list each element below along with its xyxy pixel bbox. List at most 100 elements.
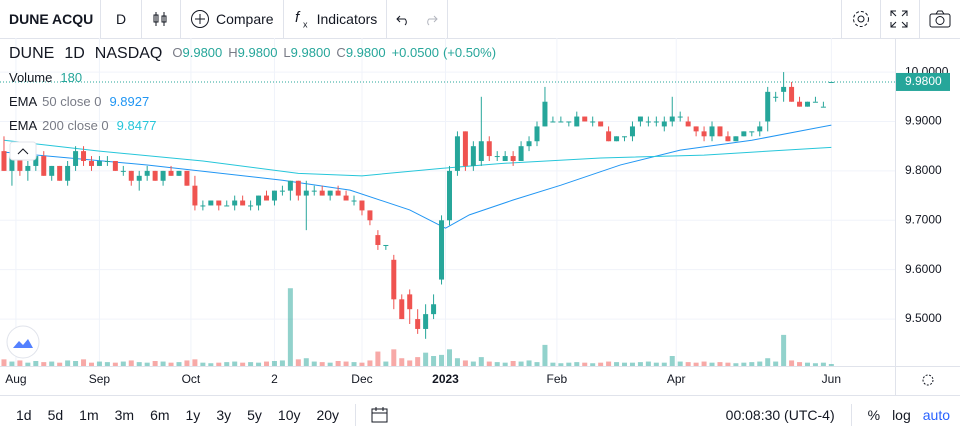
auto-toggle[interactable]: auto bbox=[922, 407, 950, 423]
legend-text: Volume bbox=[9, 70, 52, 85]
volume-bar bbox=[653, 362, 659, 366]
range-button[interactable]: 10y bbox=[277, 407, 301, 423]
volume-bar bbox=[73, 361, 79, 366]
legend-row: DUNE 1D NASDAQ O9.9800 H9.9800 L9.9800 C9.9800… bbox=[9, 45, 496, 62]
candle-body bbox=[240, 200, 246, 206]
volume-bar bbox=[57, 362, 63, 366]
symbol: DUNE ACQU bbox=[9, 11, 94, 27]
candle-body bbox=[279, 190, 285, 192]
volume-bar bbox=[773, 361, 779, 366]
range-button[interactable]: 3y bbox=[216, 407, 232, 423]
volume-bar bbox=[757, 361, 763, 366]
log-toggle[interactable]: log bbox=[892, 407, 911, 423]
legend-text: 9.9800 bbox=[346, 45, 386, 60]
candle-body bbox=[733, 136, 739, 142]
candle-body bbox=[462, 131, 468, 166]
range-button[interactable]: 20y bbox=[316, 407, 340, 423]
candle-body bbox=[367, 210, 373, 221]
candle-body bbox=[200, 205, 206, 207]
compare-button[interactable]: Compare bbox=[181, 0, 284, 38]
candle-body bbox=[749, 131, 755, 133]
volume-bar bbox=[423, 352, 429, 366]
volume-bar bbox=[431, 356, 437, 366]
fullscreen-button[interactable] bbox=[881, 0, 920, 38]
legend-text: NASDAQ bbox=[95, 45, 163, 62]
candle-body bbox=[81, 151, 87, 161]
volume-bar bbox=[494, 362, 500, 366]
legend-text: 9.9800 bbox=[183, 45, 223, 60]
volume-bar bbox=[41, 362, 47, 366]
date-range-icon[interactable] bbox=[370, 406, 390, 424]
volume-bar bbox=[176, 362, 182, 366]
candle-body bbox=[319, 190, 325, 196]
candle-body bbox=[685, 121, 691, 127]
settings-button[interactable] bbox=[841, 0, 881, 38]
candle-body bbox=[510, 156, 516, 161]
candle-body bbox=[423, 314, 429, 329]
candle-body bbox=[765, 91, 771, 122]
range-button[interactable]: 1m bbox=[79, 407, 99, 423]
svg-text:x: x bbox=[303, 19, 308, 29]
candle-body bbox=[112, 161, 118, 171]
candle-body bbox=[629, 126, 635, 137]
volume-bar bbox=[606, 361, 612, 366]
candle-body bbox=[168, 170, 174, 176]
snapshot-button[interactable] bbox=[920, 0, 960, 38]
undo-icon[interactable] bbox=[396, 12, 410, 26]
interval-button[interactable]: D bbox=[101, 0, 142, 38]
volume-bar bbox=[9, 361, 15, 366]
candle-body bbox=[502, 156, 508, 161]
volume-bar bbox=[81, 359, 87, 366]
volume-bar bbox=[391, 349, 397, 366]
volume-bar bbox=[128, 360, 134, 366]
candle-body bbox=[558, 121, 564, 123]
candle-body bbox=[797, 101, 803, 107]
volume-bar bbox=[200, 362, 206, 366]
candle-body bbox=[144, 170, 150, 176]
redo-icon[interactable] bbox=[424, 12, 439, 26]
indicators-button[interactable]: f x Indicators bbox=[284, 0, 388, 38]
legend-text: 180 bbox=[60, 70, 82, 85]
y-tick-label: 9.9000 bbox=[905, 114, 942, 128]
volume-bar bbox=[295, 359, 301, 366]
volume-bar bbox=[629, 362, 635, 366]
candle-body bbox=[104, 161, 110, 162]
volume-bar bbox=[319, 362, 325, 366]
x-tick-label: 2023 bbox=[432, 372, 459, 386]
volume-bar bbox=[232, 361, 238, 366]
candle-body bbox=[303, 190, 309, 196]
range-button[interactable]: 5y bbox=[247, 407, 262, 423]
symbol-search[interactable]: DUNE ACQU bbox=[0, 0, 101, 38]
volume-bar bbox=[478, 357, 484, 366]
range-button[interactable]: 1y bbox=[185, 407, 201, 423]
candle-body bbox=[693, 126, 699, 132]
x-tick-label: Aug bbox=[5, 372, 26, 386]
percent-toggle[interactable]: % bbox=[867, 407, 881, 423]
volume-bar bbox=[677, 361, 683, 366]
volume-bar bbox=[709, 362, 715, 366]
range-button[interactable]: 3m bbox=[114, 407, 135, 423]
candle-body bbox=[96, 161, 102, 166]
candle-body bbox=[57, 165, 63, 181]
chart-type-button[interactable] bbox=[142, 0, 181, 38]
time-axis-settings[interactable] bbox=[922, 374, 934, 386]
volume-bar bbox=[311, 361, 317, 366]
candle-body bbox=[192, 185, 198, 206]
volume-bar bbox=[184, 360, 190, 366]
undo-redo bbox=[387, 0, 449, 38]
volume-bar bbox=[804, 362, 810, 366]
candle-body bbox=[152, 170, 158, 181]
range-button[interactable]: 6m bbox=[150, 407, 170, 423]
volume-bar bbox=[590, 363, 596, 366]
candle-body bbox=[41, 156, 47, 176]
collapse-legend[interactable] bbox=[9, 141, 37, 161]
logo[interactable] bbox=[6, 325, 40, 359]
volume-bar bbox=[327, 362, 333, 366]
range-button[interactable]: 5d bbox=[47, 407, 64, 423]
candle-body bbox=[256, 195, 262, 206]
range-button[interactable]: 1d bbox=[16, 407, 32, 423]
legend-text: 9.9800 bbox=[291, 45, 331, 60]
candle-body bbox=[1, 151, 7, 171]
x-tick-label: Dec bbox=[351, 372, 372, 386]
